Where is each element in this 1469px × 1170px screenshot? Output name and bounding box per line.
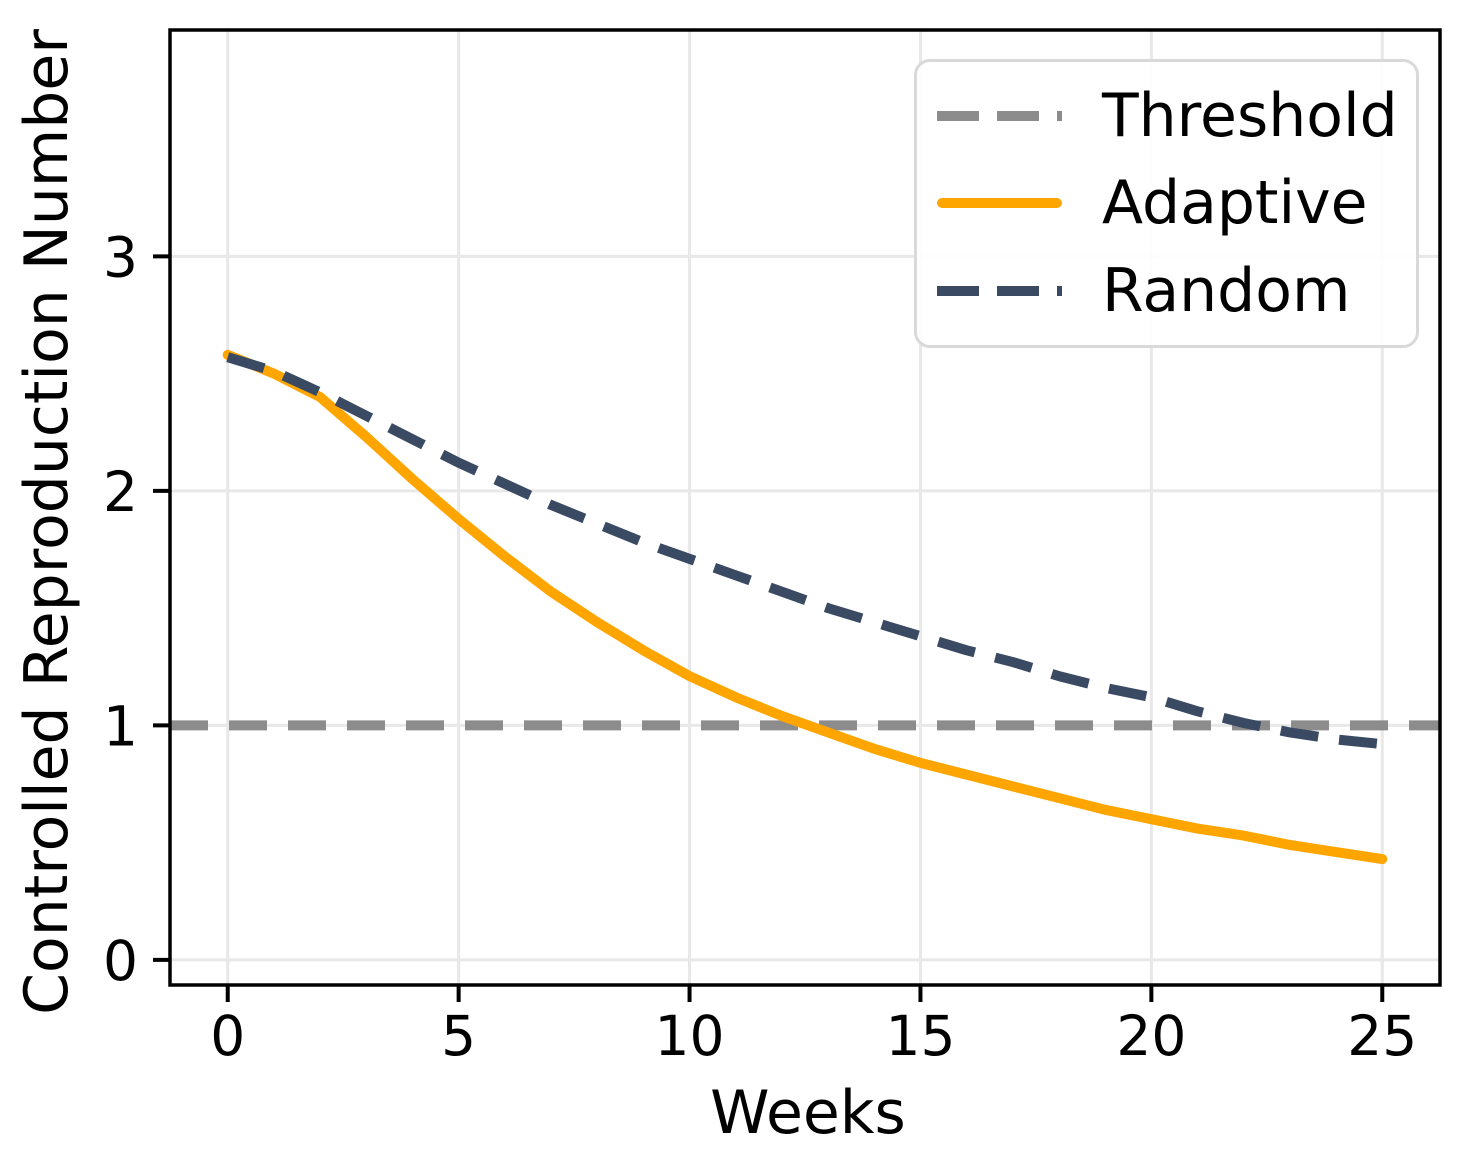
legend-label-random: Random (1102, 256, 1351, 327)
legend-label-adaptive: Adaptive (1102, 168, 1368, 239)
x-tick-label: 25 (1347, 1004, 1417, 1068)
y-tick-label: 3 (103, 225, 138, 289)
x-tick-label: 5 (441, 1004, 476, 1068)
y-tick-label: 1 (103, 694, 138, 758)
x-tick-label: 20 (1116, 1004, 1186, 1068)
plot-border (168, 28, 1442, 987)
series-line-adaptive (222, 349, 1388, 865)
x-tick-label: 15 (885, 1004, 955, 1068)
threshold-line-sample-icon (937, 110, 1062, 121)
series-line-random (226, 352, 1383, 750)
legend: Threshold Adaptive Random (914, 59, 1419, 348)
x-axis-label: Weeks (710, 1078, 906, 1148)
y-tick-label: 0 (103, 929, 138, 993)
x-tick-label: 10 (655, 1004, 725, 1068)
x-tick-label: 0 (210, 1004, 245, 1068)
legend-item-random: Random (917, 261, 1416, 321)
adaptive-line-sample-icon (937, 198, 1062, 209)
legend-label-threshold: Threshold (1102, 80, 1398, 151)
random-line-sample-icon (937, 286, 1062, 297)
y-tick-label: 2 (103, 460, 138, 524)
legend-item-adaptive: Adaptive (917, 173, 1416, 233)
y-axis-label: Controlled Reproduction Number (12, 29, 82, 1015)
legend-item-threshold: Threshold (917, 86, 1416, 146)
